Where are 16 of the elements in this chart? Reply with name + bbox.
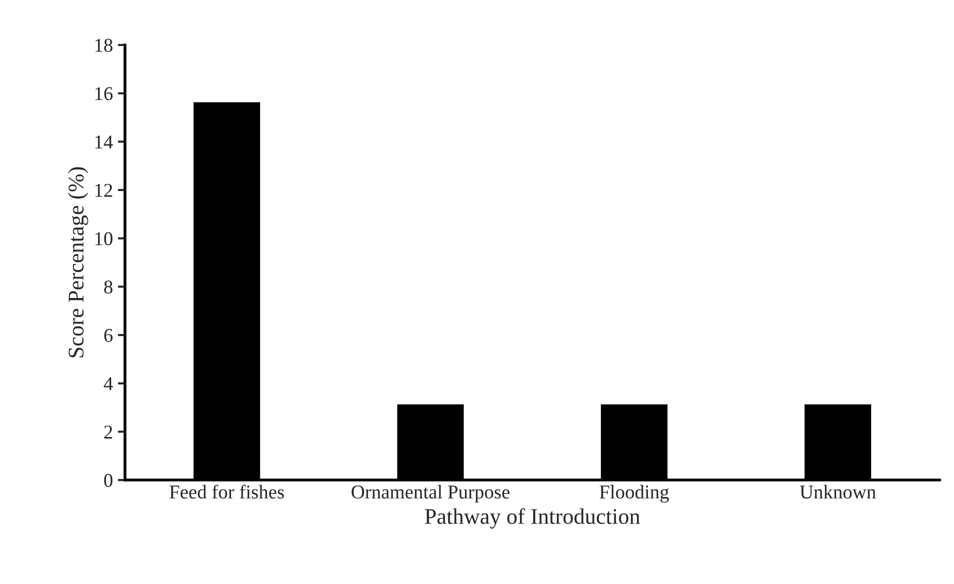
y-tick-label: 10: [95, 232, 112, 246]
y-tick-label: 4: [104, 377, 113, 390]
y-tick-label: 14: [95, 136, 113, 148]
y-tick-label: 12: [95, 184, 112, 197]
x-tick-label: Feed for fishes: [170, 484, 284, 499]
y-tick-label: 18: [95, 38, 112, 52]
y-tick-label: 16: [95, 87, 113, 100]
y-tick-label: 0: [104, 474, 112, 487]
x-tick-label: Unknown: [800, 484, 876, 499]
y-axis-title: Score Percentage (%): [68, 167, 88, 358]
y-tick-label: 8: [104, 280, 112, 294]
x-tick-label: Flooding: [600, 484, 669, 503]
x-tick-label: Ornamental Purpose: [352, 484, 510, 503]
x-axis-title: Pathway of Introduction: [424, 508, 640, 529]
y-tick-label: 6: [104, 328, 113, 342]
y-tick-label: 2: [104, 426, 112, 438]
